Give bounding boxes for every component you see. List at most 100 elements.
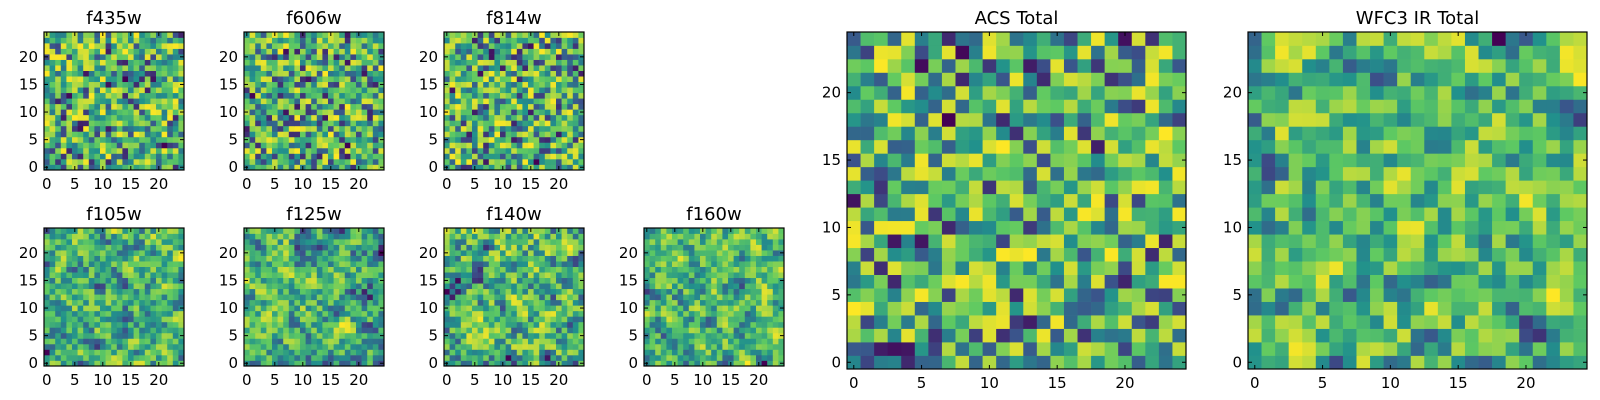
heatmap-cell [244,321,250,328]
heatmap-cell [266,294,273,301]
heatmap-cell [249,354,256,361]
heatmap-cell [272,98,278,105]
heatmap-cell [660,250,667,256]
heatmap-cell [561,266,568,273]
heatmap-cell [316,288,323,295]
heatmap-cell [350,98,357,105]
heatmap-cell [522,305,529,312]
heatmap-cell [260,343,267,350]
heatmap-cell [488,299,495,306]
heatmap-cell [133,37,140,44]
heatmap-cell [550,283,557,290]
heatmap-cell [901,180,916,195]
heatmap-cell [361,272,368,279]
heatmap-cell [683,299,690,306]
heatmap-cell [372,277,379,284]
heatmap-cell [494,266,501,273]
heatmap-cell [688,244,695,251]
heatmap-cell [105,277,112,284]
heatmap-cell [511,288,518,295]
heatmap-cell [767,250,774,256]
heatmap-cell [60,153,67,160]
heatmap-cell [311,354,318,361]
heatmap-cell [847,261,861,275]
heatmap-cell [528,125,534,132]
heatmap-cell [982,315,997,329]
heatmap-cell [361,233,368,240]
heatmap-cell [494,250,501,256]
heatmap-cell [761,338,768,345]
heatmap-cell [266,92,273,99]
heatmap-cell [460,354,467,361]
heatmap-cell [1104,288,1119,302]
heatmap-cell [649,299,656,306]
heatmap-cell [449,87,456,94]
heatmap-cell [449,360,456,367]
heatmap-cell [494,288,501,295]
heatmap-cell [556,332,562,339]
heatmap-cell [567,114,574,121]
heatmap-cell [277,54,284,60]
heatmap-cell [55,70,62,77]
heatmap-cell [756,316,762,323]
heatmap-cell [567,54,574,60]
heatmap-cell [161,360,168,367]
heatmap-cell [344,136,351,143]
heatmap-cell [711,272,718,279]
heatmap-cell [172,277,179,284]
heatmap-cell [116,239,123,245]
heatmap-cell [255,147,262,154]
heatmap-cell [72,147,78,154]
heatmap-cell [316,109,323,116]
heatmap-cell [311,32,318,38]
heatmap-cell [139,37,146,44]
heatmap-cell [567,65,574,71]
heatmap-cell [316,255,323,262]
heatmap-cell [982,261,997,275]
heatmap-cell [505,153,512,160]
heatmap-cell [361,338,368,345]
heatmap-cell [1091,355,1105,370]
heatmap-cell [1023,193,1038,208]
heatmap-cell [372,65,379,71]
heatmap-cell [339,354,346,361]
heatmap-cell [500,250,506,256]
heatmap-cell [928,274,943,289]
x-tick-label: 0 [642,371,652,389]
heatmap-cell [333,283,340,290]
heatmap-cell [300,125,306,132]
heatmap-cell [88,332,95,339]
heatmap-cell [472,305,478,312]
heatmap-cell [294,305,301,312]
heatmap-cell [122,153,129,160]
heatmap-cell [305,32,312,38]
heatmap-cell [144,233,151,240]
heatmap-cell [255,283,262,290]
heatmap-cell [533,354,540,361]
heatmap-cell [505,131,512,138]
heatmap-cell [466,233,473,240]
heatmap-cell [255,98,262,105]
heatmap-cell [344,316,351,323]
heatmap-cell [172,266,179,273]
heatmap-cell [483,239,490,245]
heatmap-cell [249,131,256,138]
heatmap-cell [1131,355,1146,370]
heatmap-cell [561,48,568,55]
heatmap-cell [511,37,518,44]
heatmap-cell [505,272,512,279]
heatmap-cell [88,65,95,71]
heatmap-cell [144,92,151,99]
heatmap-cell [83,305,90,312]
heatmap-cell [144,327,151,334]
heatmap-cell [260,114,267,121]
heatmap-cell [572,316,579,323]
heatmap-cell [444,244,450,251]
heatmap-cell [277,277,284,284]
heatmap-cell [505,283,512,290]
heatmap-cell [272,158,278,165]
heatmap-cell [55,288,62,295]
heatmap-cell [1023,288,1038,302]
heatmap-cell [1145,274,1160,289]
heatmap-cell [544,76,551,83]
